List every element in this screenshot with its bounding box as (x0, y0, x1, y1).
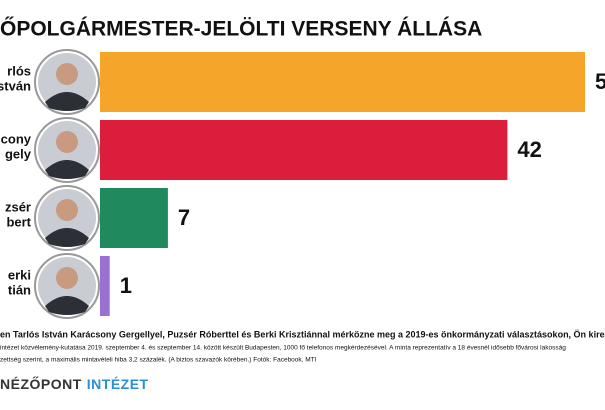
category-label: gely (5, 146, 32, 161)
value-label: 50 (595, 69, 605, 94)
category-label: cony (1, 131, 32, 146)
value-label: 42 (517, 137, 541, 162)
value-label: 7 (178, 205, 190, 230)
portrait-head (56, 199, 78, 221)
portrait (34, 253, 100, 319)
portrait (34, 185, 100, 251)
portrait-body (45, 92, 89, 111)
bar (100, 52, 585, 112)
logo-suffix: INTÉZET (87, 376, 149, 392)
category-label: tián (8, 282, 31, 297)
portrait-body (45, 160, 89, 179)
portrait (34, 49, 100, 115)
logo: NÉZŐPONT INTÉZET (0, 375, 149, 392)
bar (100, 120, 508, 180)
portrait-body (45, 228, 89, 247)
portrait-head (56, 131, 78, 153)
portrait (34, 117, 100, 183)
category-label: bert (6, 214, 31, 229)
portrait-head (56, 267, 78, 289)
category-label: rlós (7, 63, 31, 78)
category-label: zsér (5, 199, 31, 214)
footnote-method: intézet közvélemény-kutatása 2019. szept… (0, 345, 566, 352)
footnote-sources: zettség szerint, a maximális mintavételi… (0, 357, 317, 364)
portrait-body (45, 296, 89, 315)
bar (100, 188, 168, 248)
footnote-question: en Tarlós István Karácsony Gergellyel, P… (0, 329, 605, 339)
chart-title: ŐPOLGÁRMESTER-JELÖLTI VERSENY ÁLLÁSA (0, 18, 482, 41)
portrait-head (56, 63, 78, 85)
logo-name: NÉZŐPONT (0, 375, 82, 392)
category-label: erki (8, 267, 31, 282)
category-label: stván (0, 78, 31, 93)
value-label: 1 (120, 273, 132, 298)
bar (100, 256, 110, 316)
